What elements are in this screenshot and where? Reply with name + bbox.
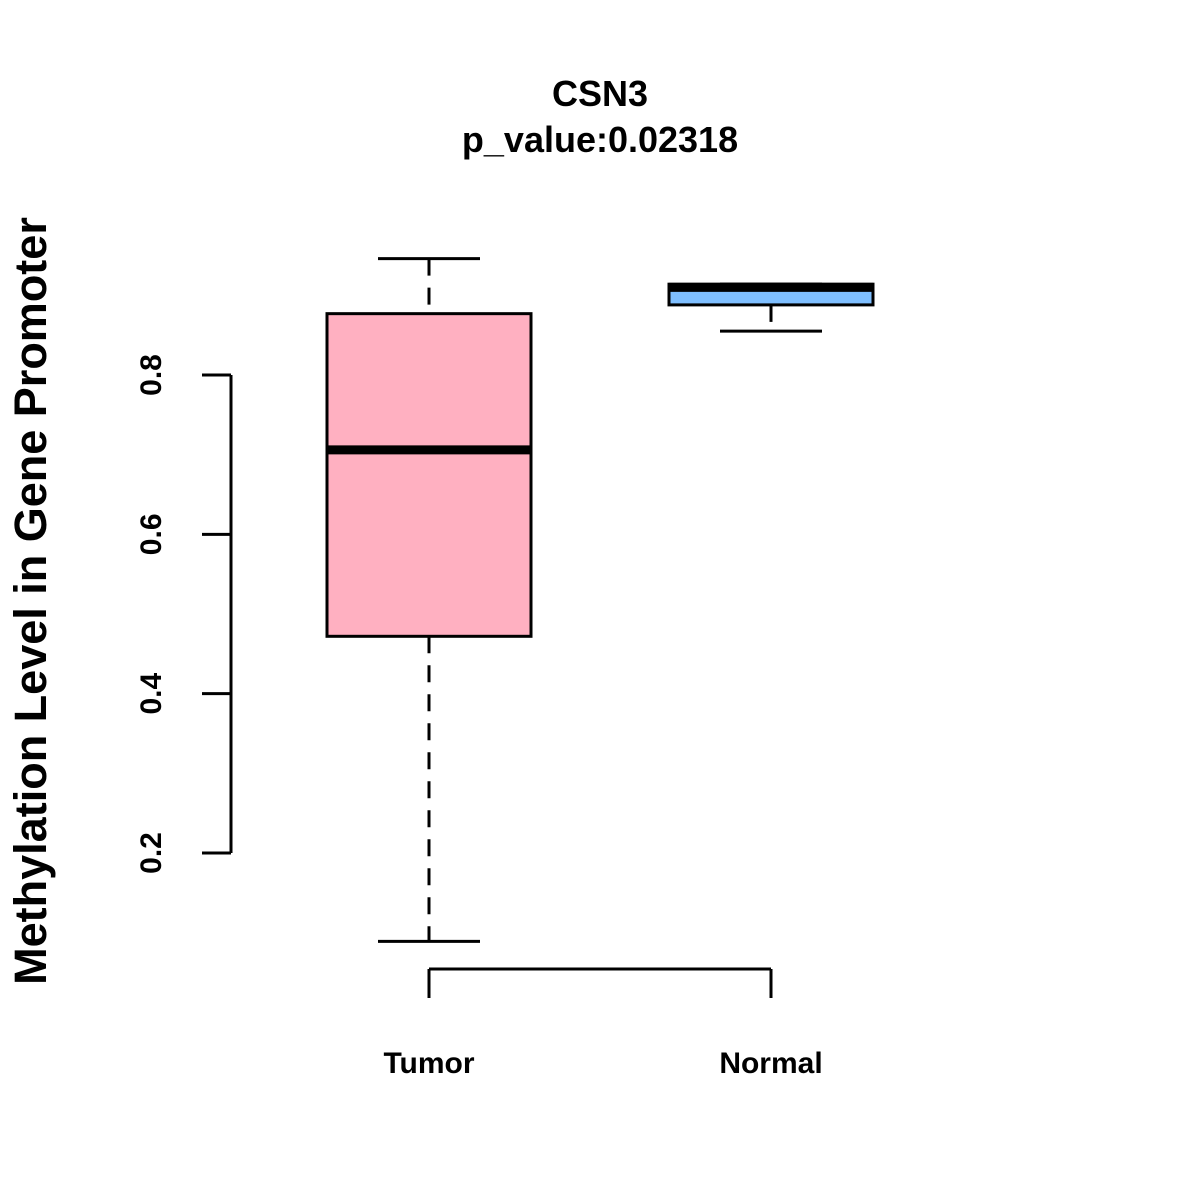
x-tick-label: Normal xyxy=(719,1047,822,1080)
x-axis: Tumor Normal xyxy=(383,967,823,1080)
chart-title: CSN3 xyxy=(552,73,648,114)
x-tick-label: Tumor xyxy=(383,1047,474,1080)
boxes-group xyxy=(325,257,875,943)
y-tick-label: 0.8 xyxy=(135,354,168,396)
y-tick-label: 0.4 xyxy=(135,673,168,715)
box-normal xyxy=(667,282,875,333)
y-axis-label: Methylation Level in Gene Promoter xyxy=(5,217,56,985)
y-tick-label: 0.2 xyxy=(135,832,168,874)
y-tick-label: 0.6 xyxy=(135,513,168,555)
box-tumor xyxy=(325,257,533,943)
iqr-box xyxy=(325,312,533,638)
chart-subtitle: p_value:0.02318 xyxy=(462,119,738,160)
y-axis: 0.2 0.4 0.6 0.8 xyxy=(135,354,233,874)
